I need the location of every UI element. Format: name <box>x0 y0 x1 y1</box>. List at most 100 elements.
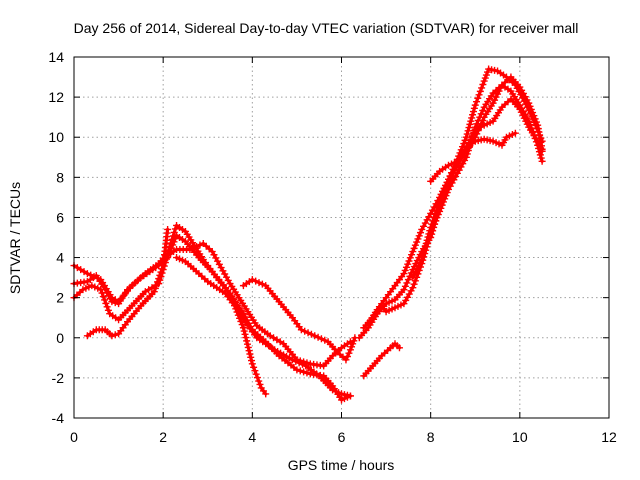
data-point <box>529 109 537 117</box>
data-point <box>537 154 545 162</box>
x-tick-label: 0 <box>70 429 78 445</box>
series-track-5 <box>173 254 270 398</box>
data-point <box>432 207 440 215</box>
data-point <box>466 120 474 128</box>
data-point <box>158 269 166 277</box>
data-point <box>300 368 308 376</box>
data-point <box>303 359 311 367</box>
data-point <box>401 282 409 290</box>
data-point <box>252 277 260 285</box>
y-tick-label: 6 <box>56 209 64 225</box>
data-point <box>479 81 487 89</box>
data-point <box>321 336 329 344</box>
data-point <box>97 286 105 294</box>
data-point <box>434 201 442 209</box>
data-point <box>253 374 261 382</box>
data-point <box>404 276 412 284</box>
data-point <box>169 241 177 249</box>
data-point <box>401 266 409 274</box>
data-point <box>423 236 431 244</box>
series-track-4 <box>70 240 354 370</box>
data-point <box>457 146 465 154</box>
data-point <box>410 280 418 288</box>
data-point <box>414 235 422 243</box>
data-point <box>436 197 444 205</box>
data-point <box>413 238 421 246</box>
data-point <box>307 330 315 338</box>
data-point <box>234 311 242 319</box>
y-tick-label: 10 <box>48 129 64 145</box>
data-point <box>163 255 171 263</box>
data-point <box>243 337 251 345</box>
data-point <box>248 357 256 365</box>
data-point <box>252 370 260 378</box>
data-point <box>247 353 255 361</box>
data-point <box>464 127 472 135</box>
data-point <box>232 305 240 313</box>
data-point <box>98 289 106 297</box>
data-point <box>525 99 533 107</box>
data-point <box>189 244 197 252</box>
chart-title: Day 256 of 2014, Sidereal Day-to-day VTE… <box>74 20 579 36</box>
y-tick-label: 12 <box>48 89 64 105</box>
data-point <box>445 175 452 183</box>
data-point <box>437 194 445 202</box>
data-point <box>421 243 429 251</box>
y-tick-label: 0 <box>56 330 64 346</box>
data-point <box>296 367 304 375</box>
data-point <box>511 129 519 137</box>
data-point <box>538 157 546 165</box>
series-track-6 <box>239 276 359 364</box>
data-point <box>317 335 325 343</box>
data-point <box>255 377 263 385</box>
data-point <box>460 140 468 148</box>
data-point <box>471 101 479 109</box>
data-point <box>111 299 119 307</box>
data-point <box>461 136 469 144</box>
data-point <box>474 127 482 135</box>
data-point <box>409 248 417 256</box>
data-point <box>311 332 319 340</box>
data-point <box>250 363 258 371</box>
data-point <box>478 84 486 92</box>
data-point <box>108 332 116 340</box>
data-point <box>536 151 544 159</box>
data-point <box>418 256 426 264</box>
data-point <box>476 123 484 131</box>
series-track-9 <box>364 95 546 328</box>
data-point <box>405 257 413 265</box>
data-point <box>303 369 311 377</box>
data-point <box>429 217 437 225</box>
data-point <box>471 133 479 141</box>
data-point <box>443 178 451 186</box>
data-point <box>538 145 546 153</box>
data-point <box>296 357 304 365</box>
x-axis-label: GPS time / hours <box>288 457 395 473</box>
data-point <box>171 235 179 243</box>
data-point <box>395 344 403 352</box>
data-point <box>416 229 424 237</box>
data-point <box>459 143 467 151</box>
data-point <box>293 356 301 364</box>
data-point <box>473 98 481 106</box>
data-point <box>233 308 241 316</box>
data-point <box>400 286 408 294</box>
data-point <box>236 314 244 322</box>
data-point <box>415 232 423 240</box>
y-tick-label: 14 <box>48 49 64 65</box>
data-point <box>300 358 308 366</box>
data-point <box>155 280 163 288</box>
data-point <box>196 241 204 249</box>
data-point <box>304 329 312 337</box>
data-point <box>462 133 470 141</box>
data-point <box>420 246 428 254</box>
y-tick-label: 8 <box>56 169 64 185</box>
data-point <box>465 124 473 132</box>
data-point <box>193 243 201 251</box>
data-point <box>475 91 483 99</box>
data-point <box>345 349 353 357</box>
data-point <box>237 317 245 325</box>
series-track-11 <box>427 73 546 185</box>
data-point <box>404 260 412 268</box>
data-point <box>420 249 428 257</box>
